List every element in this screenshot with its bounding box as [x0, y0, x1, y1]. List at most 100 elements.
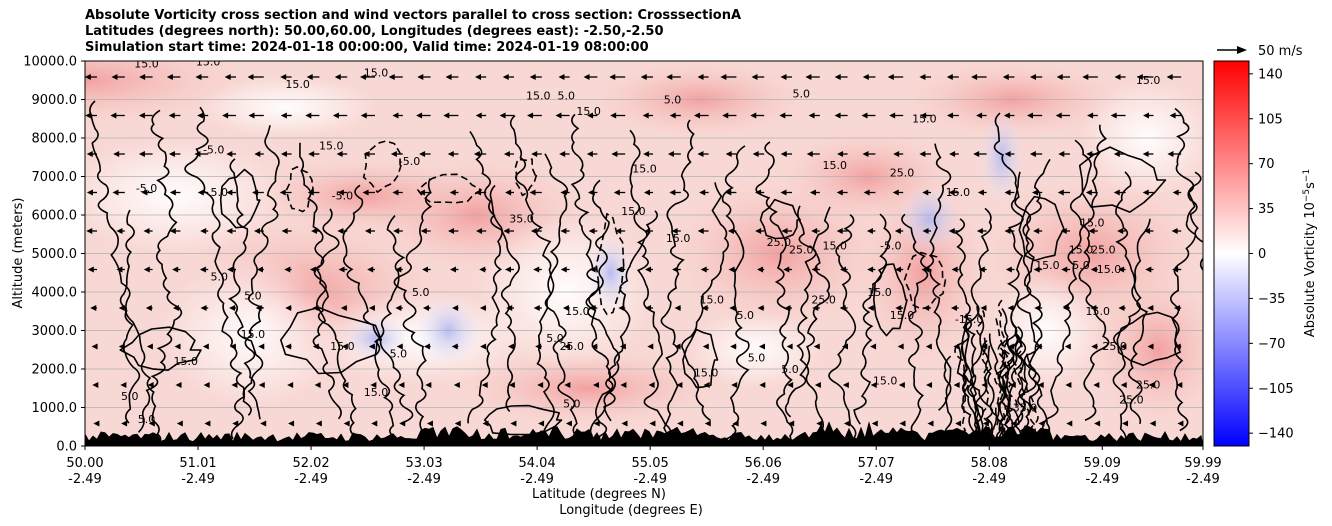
contour-line-positive: [374, 215, 406, 446]
y-tick-label: 5000.0: [32, 247, 78, 262]
wind-vector-head: [222, 112, 229, 119]
wind-vector-head: [694, 112, 701, 119]
wind-vector-head: [1007, 343, 1014, 350]
contour-line-positive: [1016, 158, 1051, 412]
wind-vector-head: [85, 74, 91, 80]
wind-vector-head: [889, 112, 896, 119]
wind-vector-head: [341, 343, 348, 350]
wind-vector-head: [475, 112, 482, 119]
contour-label: 15.0: [576, 105, 601, 118]
wind-vector-head: [118, 305, 125, 311]
wind-vector-head: [1090, 305, 1097, 311]
title-line-1: Absolute Vorticity cross section and win…: [85, 8, 742, 23]
wind-vector-head: [697, 74, 704, 80]
contour-line-positive: [962, 313, 984, 446]
wind-vector-head: [955, 420, 962, 427]
contour-label: 15.0: [1080, 217, 1105, 230]
wind-vector-head: [1038, 420, 1045, 427]
wind-vector-head: [252, 189, 259, 196]
wind-vector-head: [334, 74, 341, 80]
wind-vector-head: [1144, 228, 1151, 234]
wind-vector-head: [780, 189, 787, 196]
wind-vector-head: [926, 382, 933, 388]
wind-vector-head: [1003, 112, 1010, 119]
wind-vector-head: [977, 189, 984, 196]
wind-vector-head: [118, 343, 125, 350]
contour-label: 15.0: [890, 309, 915, 322]
contour-line-positive: [1187, 171, 1203, 272]
contour-line-positive: [312, 208, 342, 420]
wind-vector-head: [168, 151, 175, 157]
colorbar-ticks: 140 105 70 35 0 −35 −70 −105 −140: [1249, 67, 1294, 442]
wind-vector-head: [862, 151, 869, 157]
contour-line-positive: [536, 153, 569, 446]
wind-vector-head: [950, 305, 957, 311]
wind-vector-head: [90, 305, 97, 311]
wind-vector-head: [312, 305, 319, 311]
wind-vector-head: [806, 151, 813, 157]
wind-vector-head: [1064, 343, 1071, 350]
wind-vector-head: [1088, 228, 1095, 234]
x-tick-label-latitude: 52.02: [292, 456, 329, 471]
wind-vector-head: [254, 151, 261, 157]
wind-vector-head: [393, 228, 400, 234]
wind-vector-head: [676, 382, 683, 388]
wind-vector-head: [587, 112, 594, 119]
wind-vector-head: [867, 305, 874, 311]
contour-line-positive: [961, 323, 985, 446]
wind-vector-head: [332, 112, 339, 119]
wind-vector-head: [1009, 382, 1016, 388]
wind-vector-head: [1147, 305, 1154, 311]
wind-vector-head: [780, 74, 787, 80]
wind-vector-head: [147, 382, 154, 388]
wind-vector-head: [426, 420, 433, 427]
wind-vector-head: [760, 420, 767, 427]
contour-label: 15.0: [699, 294, 724, 307]
x-tick-label-longitude: -2.49: [1085, 472, 1119, 487]
wind-vector-head: [948, 228, 955, 234]
wind-vector-head: [919, 151, 926, 157]
wind-vector-head: [502, 74, 509, 80]
wind-vector-head: [445, 74, 452, 80]
wind-vector-head: [839, 305, 846, 311]
wind-vector-head: [368, 343, 375, 350]
wind-vector-head: [727, 228, 734, 234]
wind-vector-head: [285, 305, 292, 311]
wind-vector-head: [1148, 382, 1155, 388]
wind-vector-head: [609, 74, 616, 80]
wind-vector-head: [172, 266, 179, 273]
wind-vector-head: [611, 151, 618, 157]
wind-vector-head: [311, 228, 318, 234]
wind-vector-head: [533, 305, 540, 311]
wind-vector-head: [1118, 305, 1125, 311]
wind-vector-head: [816, 420, 823, 427]
wind-vector-head: [1172, 266, 1179, 273]
wind-vector-head: [1151, 459, 1157, 465]
wind-vector-head: [338, 266, 345, 273]
wind-vector-head: [814, 382, 821, 388]
contour-label: 15.0: [1035, 259, 1060, 272]
wind-vector-head: [836, 189, 843, 196]
wind-vector-head: [337, 189, 344, 196]
wind-vector-head: [781, 228, 788, 234]
wind-vector-head: [667, 151, 674, 157]
wind-vector-head: [281, 228, 288, 234]
contour-label: 15.0: [565, 305, 590, 318]
wind-vector-head: [1094, 420, 1101, 427]
gridlines: [85, 99, 1203, 408]
wind-vector-head: [200, 305, 207, 311]
wind-vector-head: [533, 266, 540, 273]
wind-vector-head: [1118, 266, 1125, 273]
wind-vector-head: [169, 189, 176, 196]
wind-vector-head: [395, 266, 402, 273]
wind-vector-head: [204, 420, 211, 427]
wind-vector-head: [925, 343, 932, 350]
wind-vector-head: [453, 382, 460, 388]
wind-vector-head: [531, 151, 538, 157]
contour-label: -5.0: [880, 240, 901, 253]
wind-vector-head: [226, 151, 233, 157]
wind-vector-head: [981, 343, 988, 350]
y-tick-label: 4000.0: [32, 286, 78, 301]
wind-vector-head: [337, 228, 344, 234]
